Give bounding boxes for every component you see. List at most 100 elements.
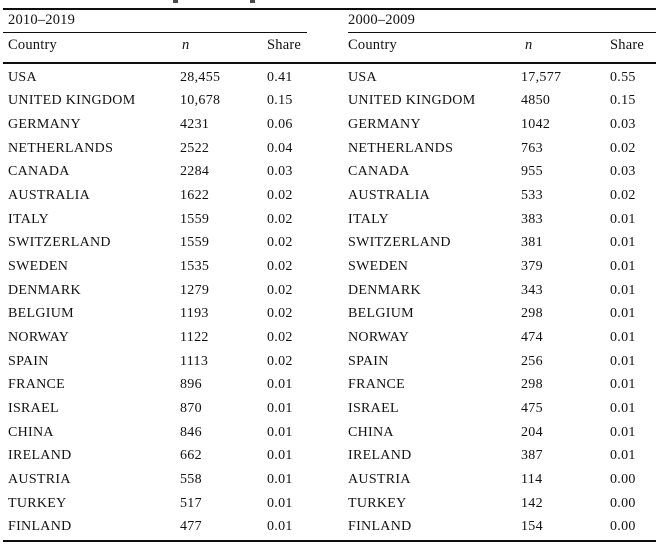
- table-top-rule: [3, 8, 656, 10]
- table-row: GERMANY 4231 0.06: [0, 113, 660, 137]
- table-row: AUSTRIA 558 0.01: [0, 468, 660, 492]
- cell-n: 1193: [180, 306, 209, 322]
- cell-share: 0.01: [610, 377, 636, 393]
- spanner-rule-right: [348, 32, 656, 33]
- table-row: AUSTRALIA 1622 0.02: [0, 184, 660, 208]
- cell-n: 298: [521, 306, 543, 322]
- column-header-n-right: n: [525, 37, 533, 53]
- cell-share: 0.02: [267, 188, 293, 204]
- cell-share: 0.01: [610, 448, 636, 464]
- cell-country: SWITZERLAND: [8, 235, 111, 251]
- table-row: FRANCE 298 0.01: [0, 374, 660, 398]
- table-row: ISRAEL 475 0.01: [0, 397, 660, 421]
- table-row: SWEDEN 379 0.01: [0, 255, 660, 279]
- cell-share: 0.02: [267, 235, 293, 251]
- cell-n: 10,678: [180, 93, 221, 109]
- cell-n: 558: [180, 471, 202, 487]
- cell-country: SWITZERLAND: [348, 235, 451, 251]
- cell-share: 0.15: [610, 93, 636, 109]
- table-row: SWITZERLAND 1559 0.02: [0, 232, 660, 256]
- table-row: CANADA 955 0.03: [0, 161, 660, 185]
- cell-share: 0.00: [610, 495, 636, 511]
- cell-share: 0.02: [267, 306, 293, 322]
- cell-share: 0.01: [267, 377, 293, 393]
- table-row: AUSTRALIA 533 0.02: [0, 184, 660, 208]
- cell-n: 114: [521, 471, 543, 487]
- table-body-2000-2009: USA 17,577 0.55 UNITED KINGDOM 4850 0.15 GERMA…: [0, 66, 660, 539]
- cell-country: BELGIUM: [348, 306, 414, 322]
- cell-country: ITALY: [8, 211, 49, 227]
- cell-country: GERMANY: [8, 117, 81, 133]
- cell-n: 1279: [180, 282, 210, 298]
- cell-n: 846: [180, 424, 202, 440]
- table-row: USA 17,577 0.55: [0, 66, 660, 90]
- cell-n: 343: [521, 282, 543, 298]
- cell-n: 298: [521, 377, 543, 393]
- cell-country: BELGIUM: [8, 306, 74, 322]
- cell-country: IRELAND: [8, 448, 72, 464]
- cell-share: 0.02: [610, 140, 636, 156]
- cell-n: 204: [521, 424, 543, 440]
- cell-share: 0.01: [610, 259, 636, 275]
- cell-country: AUSTRALIA: [348, 188, 431, 204]
- cell-n: 387: [521, 448, 543, 464]
- cell-country: SPAIN: [8, 353, 49, 369]
- cell-share: 0.01: [267, 519, 293, 535]
- cell-country: TURKEY: [348, 495, 407, 511]
- cell-country: ISRAEL: [8, 401, 59, 417]
- cell-n: 662: [180, 448, 202, 464]
- cell-country: CANADA: [348, 164, 410, 180]
- cell-country: NORWAY: [348, 330, 410, 346]
- cell-country: SWEDEN: [348, 259, 409, 275]
- table-row: BELGIUM 298 0.01: [0, 303, 660, 327]
- table-row: ISRAEL 870 0.01: [0, 397, 660, 421]
- cell-share: 0.01: [610, 353, 636, 369]
- cell-n: 4231: [180, 117, 210, 133]
- table-row: IRELAND 387 0.01: [0, 445, 660, 469]
- cell-country: TURKEY: [8, 495, 67, 511]
- table-row: BELGIUM 1193 0.02: [0, 303, 660, 327]
- cell-n: 1535: [180, 259, 210, 275]
- period-header-2000-2009: 2000–2009: [348, 12, 416, 28]
- cell-share: 0.02: [267, 259, 293, 275]
- cell-n: 763: [521, 140, 543, 156]
- cell-share: 0.02: [267, 353, 293, 369]
- cell-n: 2284: [180, 164, 210, 180]
- cell-n: 4850: [521, 93, 551, 109]
- cell-country: NETHERLANDS: [8, 140, 114, 156]
- cell-country: AUSTRIA: [348, 471, 411, 487]
- cell-n: 381: [521, 235, 543, 251]
- table-row: CANADA 2284 0.03: [0, 161, 660, 185]
- cell-share: 0.04: [267, 140, 293, 156]
- cell-n: 142: [521, 495, 543, 511]
- cell-country: SWEDEN: [8, 259, 69, 275]
- cell-n: 1559: [180, 211, 210, 227]
- cell-share: 0.01: [610, 282, 636, 298]
- table-row: SPAIN 1113 0.02: [0, 350, 660, 374]
- table-row: FRANCE 896 0.01: [0, 374, 660, 398]
- column-header-country-right: Country: [348, 37, 397, 53]
- cell-country: UNITED KINGDOM: [348, 93, 476, 109]
- cell-country: FINLAND: [348, 519, 412, 535]
- cell-share: 0.01: [267, 448, 293, 464]
- cell-n: 154: [521, 519, 543, 535]
- cell-n: 517: [180, 495, 202, 511]
- cell-country: GERMANY: [348, 117, 421, 133]
- cell-share: 0.00: [610, 471, 636, 487]
- column-header-share-right: Share: [610, 37, 645, 53]
- cell-n: 383: [521, 211, 543, 227]
- cell-country: CHINA: [8, 424, 54, 440]
- cropped-caption-fragment: [250, 0, 255, 3]
- table-bottom-rule: [3, 540, 656, 542]
- cell-n: 256: [521, 353, 543, 369]
- table-row: ITALY 383 0.01: [0, 208, 660, 232]
- cell-share: 0.01: [610, 306, 636, 322]
- cell-share: 0.01: [267, 401, 293, 417]
- cell-n: 475: [521, 401, 543, 417]
- cell-n: 1122: [180, 330, 209, 346]
- table-row: SPAIN 256 0.01: [0, 350, 660, 374]
- table-row: AUSTRIA 114 0.00: [0, 468, 660, 492]
- cell-country: CANADA: [8, 164, 70, 180]
- cell-n: 1559: [180, 235, 210, 251]
